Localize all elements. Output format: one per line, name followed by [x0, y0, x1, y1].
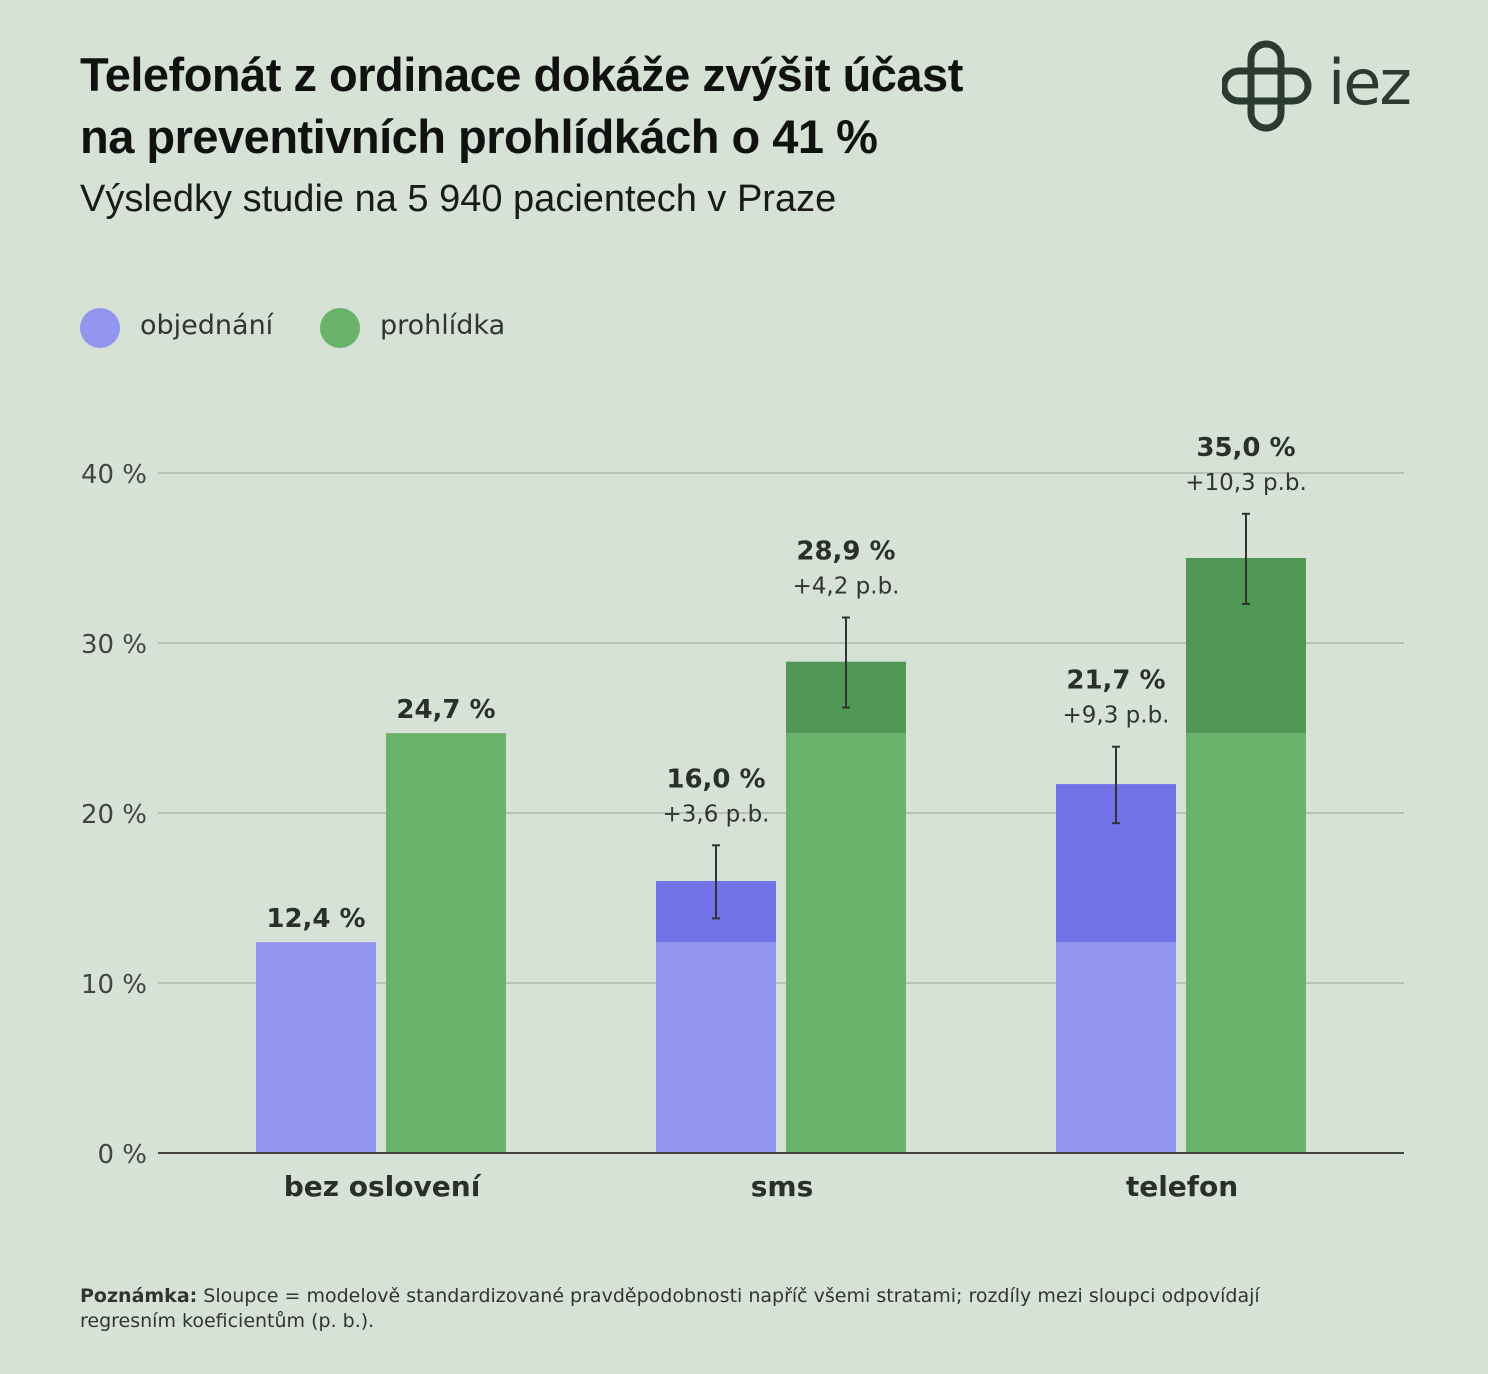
footnote-text: Sloupce = modelově standardizované pravd… — [80, 1285, 1260, 1332]
delta-label: +10,3 p.b. — [1185, 470, 1307, 496]
chart-title-line-2: na preventivních prohlídkách o 41 % — [80, 110, 878, 163]
legend-label-prohlidka: prohlídka — [380, 310, 506, 341]
value-label: 24,7 % — [396, 695, 495, 725]
legend-label-objednani: objednání — [140, 310, 274, 341]
logo-text: iez — [1328, 46, 1410, 119]
value-label: 12,4 % — [266, 904, 365, 934]
x-tick-label: telefon — [1126, 1170, 1238, 1203]
bar-base — [1186, 733, 1306, 1153]
y-tick-label: 40 % — [81, 460, 147, 490]
iez-logo: iez — [1222, 40, 1412, 132]
bar-base — [786, 733, 906, 1153]
x-tick-label: sms — [751, 1170, 814, 1203]
cross-knot-icon — [1222, 40, 1312, 132]
legend-swatch-objednani — [80, 308, 120, 348]
value-label: 16,0 % — [666, 764, 765, 794]
y-tick-label: 20 % — [81, 800, 147, 830]
footnote-label: Poznámka: — [80, 1285, 198, 1307]
bar-base — [256, 942, 376, 1153]
value-label: 28,9 % — [796, 537, 895, 567]
bar-base — [1056, 942, 1176, 1153]
delta-label: +9,3 p.b. — [1063, 703, 1170, 729]
value-label: 35,0 % — [1196, 433, 1295, 463]
footnote: Poznámka: Sloupce = modelově standardizo… — [80, 1284, 1280, 1334]
bar-chart: 0 % 10 % 20 % 30 % 40 % 12,4 % +3,6 p.b. 16,0 %… — [81, 433, 1404, 1203]
chart-subtitle: Výsledky studie na 5 940 pacientech v Pr… — [80, 178, 837, 220]
chart-title-line-1: Telefonát z ordinace dokáže zvýšit účast — [80, 48, 963, 101]
delta-label: +3,6 p.b. — [663, 801, 770, 827]
x-tick-label: bez oslovení — [284, 1170, 482, 1203]
bar-base — [656, 942, 776, 1153]
y-tick-label: 0 % — [97, 1140, 147, 1170]
value-label: 21,7 % — [1066, 666, 1165, 696]
bar-base — [386, 733, 506, 1153]
y-tick-label: 30 % — [81, 630, 147, 660]
delta-label: +4,2 p.b. — [793, 574, 900, 600]
legend-swatch-prohlidka — [320, 308, 360, 348]
chart-title: Telefonát z ordinace dokáže zvýšit účast… — [80, 44, 1130, 168]
y-tick-label: 10 % — [81, 970, 147, 1000]
